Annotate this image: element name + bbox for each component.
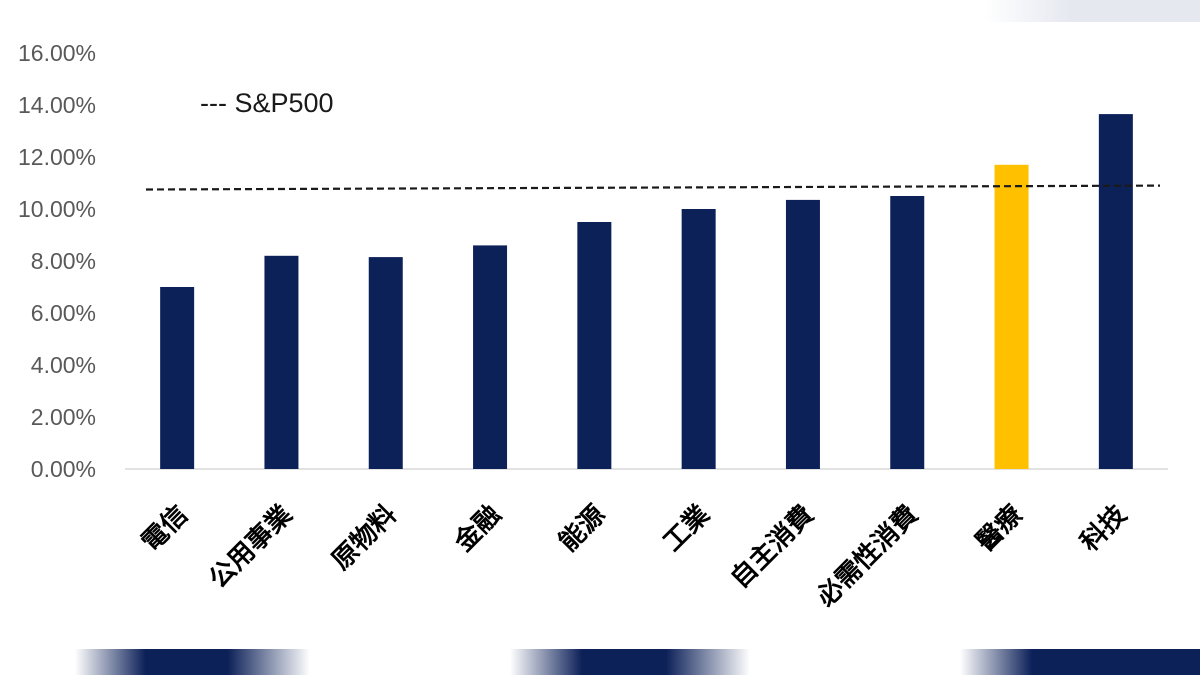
bar-3 [473,245,508,469]
y-axis-ticks: 0.00% 2.00% 4.00% 6.00% 8.00% 10.00% 12.00% 14.… [18,40,96,482]
bar-5 [681,209,716,469]
y-tick-label: 12.00% [18,144,96,170]
bar-7 [890,196,925,469]
bottom-deco-bar-center [510,649,750,675]
y-tick-label: 2.00% [31,404,96,430]
bar-9 [1098,114,1133,469]
bar-4 [577,222,612,469]
y-tick-label: 4.00% [31,352,96,378]
bottom-deco-bar-left [75,649,310,675]
y-tick-label: 0.00% [31,456,96,482]
category-label: 電信 [136,500,194,558]
category-label: 金融 [448,499,507,558]
category-label: 醫療 [971,499,1030,558]
y-tick-label: 6.00% [31,300,96,326]
category-label: 工業 [658,500,716,558]
y-tick-label: 10.00% [18,196,96,222]
y-tick-label: 16.00% [18,40,96,66]
top-deco-bar [985,0,1200,22]
category-label: 必需性消費 [811,500,924,613]
bar-6 [785,199,820,469]
category-label: 能源 [553,499,612,558]
category-label: 原物料 [326,500,402,576]
category-label: 自主消費 [724,499,819,594]
bars [160,114,1133,470]
bar-1 [264,255,299,469]
y-tick-label: 8.00% [31,248,96,274]
bottom-deco-bar-right [960,649,1200,675]
bar-0 [160,287,195,469]
sp500-reference-line [145,184,1161,191]
bar-2 [368,257,403,469]
legend-sp500: --- S&P500 [200,88,334,118]
category-label: 公用事業 [204,500,299,595]
bar-8 [994,164,1029,470]
y-tick-label: 14.00% [18,92,96,118]
category-label: 科技 [1075,500,1133,558]
